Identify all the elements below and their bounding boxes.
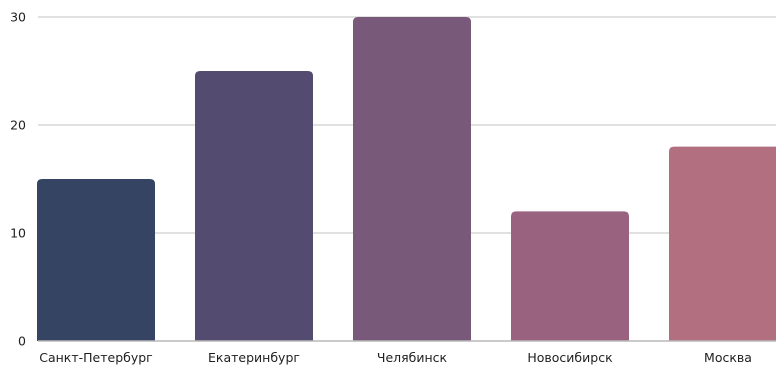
bar	[37, 179, 155, 341]
y-tick-label: 0	[18, 334, 26, 349]
bar	[669, 146, 776, 341]
x-tick-label: Москва	[704, 350, 752, 365]
bar	[353, 17, 471, 341]
bar	[195, 71, 313, 341]
x-tick-label: Челябинск	[377, 350, 448, 365]
y-axis-ticks: 0 10 20 30	[10, 10, 26, 349]
y-tick-label: 10	[10, 226, 26, 241]
x-axis-ticks: Санкт-Петербург Екатеринбург Челябинск Ново…	[39, 350, 752, 365]
x-tick-label: Екатеринбург	[208, 350, 300, 365]
y-tick-label: 30	[10, 10, 26, 25]
bar	[511, 211, 629, 341]
bars	[37, 17, 776, 341]
x-tick-label: Новосибирск	[527, 350, 613, 365]
x-tick-label: Санкт-Петербург	[39, 350, 153, 365]
y-tick-label: 20	[10, 118, 26, 133]
